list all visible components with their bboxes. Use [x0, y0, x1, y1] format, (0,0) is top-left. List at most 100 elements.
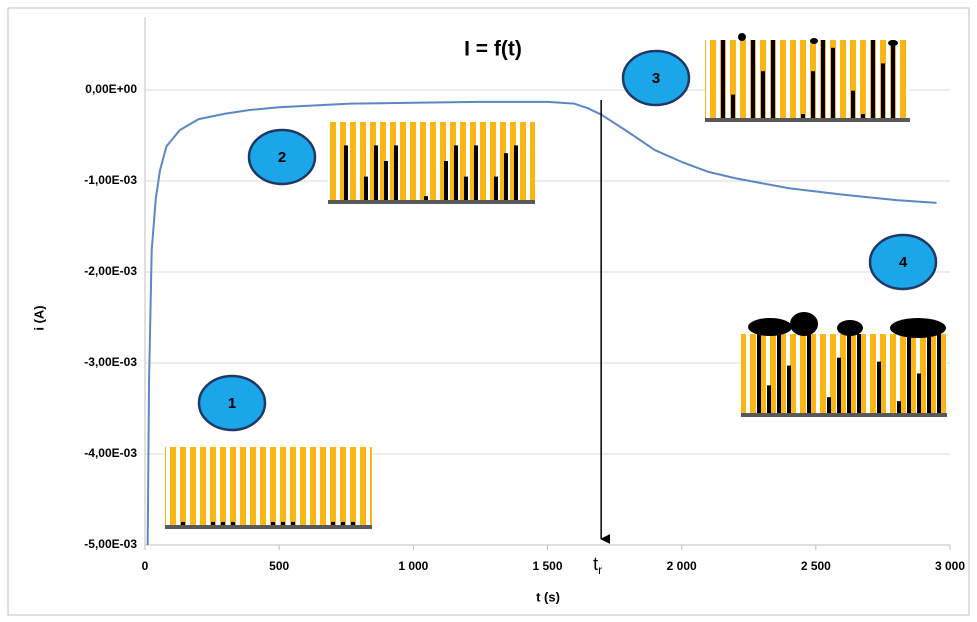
x-axis-title: t (s): [536, 589, 560, 604]
y-tick-label: -3,00E-03: [84, 355, 137, 369]
deposit-bar: [801, 114, 805, 118]
plot: tr: [146, 100, 937, 577]
deposit-bar: [787, 365, 791, 413]
deposit-bar: [881, 63, 885, 118]
electrode-base: [741, 413, 947, 417]
electrode-pores: [741, 334, 947, 413]
electrode-diagram: [165, 447, 372, 529]
deposit-bar: [474, 145, 478, 200]
deposit-bar: [444, 161, 448, 200]
deposit-bar: [891, 40, 895, 118]
deposit-bar: [231, 521, 235, 525]
current-line: [146, 100, 937, 546]
deposit-bar: [927, 334, 931, 413]
deposit-bar: [271, 521, 275, 525]
y-tick-label: -5,00E-03: [84, 537, 137, 551]
deposit-bar: [857, 334, 861, 413]
electrode-pores: [165, 447, 372, 525]
deposit-bar: [454, 145, 458, 200]
deposit-bar: [807, 334, 811, 413]
x-tick-label: 2 000: [667, 559, 697, 573]
deposit-bar: [281, 521, 285, 525]
deposit-bar: [847, 334, 851, 413]
deposit-bar: [937, 334, 941, 413]
step-label: 1: [228, 395, 236, 412]
step-label: 4: [899, 254, 908, 271]
deposit-bar: [464, 176, 468, 200]
y-tick-label: -2,00E-03: [84, 264, 137, 278]
x-tick-label: 1 000: [398, 559, 428, 573]
deposit-bar: [731, 94, 735, 118]
x-tick-label: 0: [142, 559, 149, 573]
deposit-bar: [851, 90, 855, 118]
x-tick-label: 3 000: [935, 559, 965, 573]
deposit-bar: [897, 401, 901, 413]
deposit-bar: [504, 153, 508, 200]
deposit-bar: [181, 521, 185, 525]
electrode-pores: [705, 40, 910, 118]
diagrams: 1 2 3 4: [165, 33, 947, 529]
deposit-bar: [871, 40, 875, 118]
x-tick-label: 1 500: [532, 559, 562, 573]
deposit-bar: [767, 385, 771, 413]
deposit-cap: [888, 40, 898, 46]
deposit-bar: [771, 40, 775, 118]
deposit-bar: [811, 71, 815, 118]
deposit-bar: [917, 373, 921, 413]
y-tick-label: -4,00E-03: [84, 446, 137, 460]
tr-label: tr: [593, 554, 602, 577]
deposit-bar: [751, 40, 755, 118]
electrode-diagram: [705, 33, 910, 122]
tr-label-main: t: [593, 554, 598, 574]
electrode-base: [705, 118, 910, 122]
step-bubble: [621, 49, 691, 107]
deposit-bar: [827, 397, 831, 413]
y-tick-label: -1,00E-03: [84, 173, 137, 187]
electrode-diagram: [741, 334, 947, 417]
tr-label-sub: r: [598, 563, 602, 577]
deposit-bar: [351, 521, 355, 525]
deposit-bar: [424, 196, 428, 200]
deposit-bar: [861, 114, 865, 118]
deposit-cap: [748, 318, 792, 336]
chart-title: I = f(t): [464, 38, 522, 61]
deposit-bar: [821, 40, 825, 118]
y-axis-title: i (A): [31, 305, 46, 330]
deposit-bar: [877, 361, 881, 413]
step-bubble: [868, 233, 938, 291]
deposit-bar: [341, 521, 345, 525]
deposit-bar: [831, 47, 835, 118]
deposit-bar: [777, 334, 781, 413]
deposit-bar: [331, 521, 335, 525]
deposit-bar: [374, 145, 378, 200]
deposit-bar: [757, 334, 761, 413]
deposit-bar: [394, 145, 398, 200]
deposit-cap: [790, 312, 818, 336]
deposit-cap: [837, 320, 863, 336]
electrode-pores: [328, 122, 535, 200]
deposit-bar: [384, 161, 388, 200]
deposit-bar: [211, 521, 215, 525]
x-tick-label: 2 500: [801, 559, 831, 573]
deposit-bar: [291, 521, 295, 525]
deposit-bar: [721, 40, 725, 118]
deposit-bar: [514, 145, 518, 200]
deposit-cap: [890, 318, 946, 338]
deposit-bar: [837, 357, 841, 413]
deposit-bar: [221, 521, 225, 525]
deposit-cap: [738, 33, 746, 41]
electrode-diagram: [328, 122, 535, 204]
step-label: 3: [652, 70, 660, 87]
deposit-cap: [810, 38, 818, 44]
step-bubble: [247, 128, 317, 186]
x-tick-label: 500: [269, 559, 289, 573]
electrode-base: [165, 525, 372, 529]
deposit-bar: [364, 176, 368, 200]
electrode-base: [328, 200, 535, 204]
step-bubble: [197, 374, 267, 432]
y-tick-label: 0,00E+00: [85, 82, 137, 96]
step-label: 2: [278, 149, 286, 166]
deposit-bar: [494, 176, 498, 200]
